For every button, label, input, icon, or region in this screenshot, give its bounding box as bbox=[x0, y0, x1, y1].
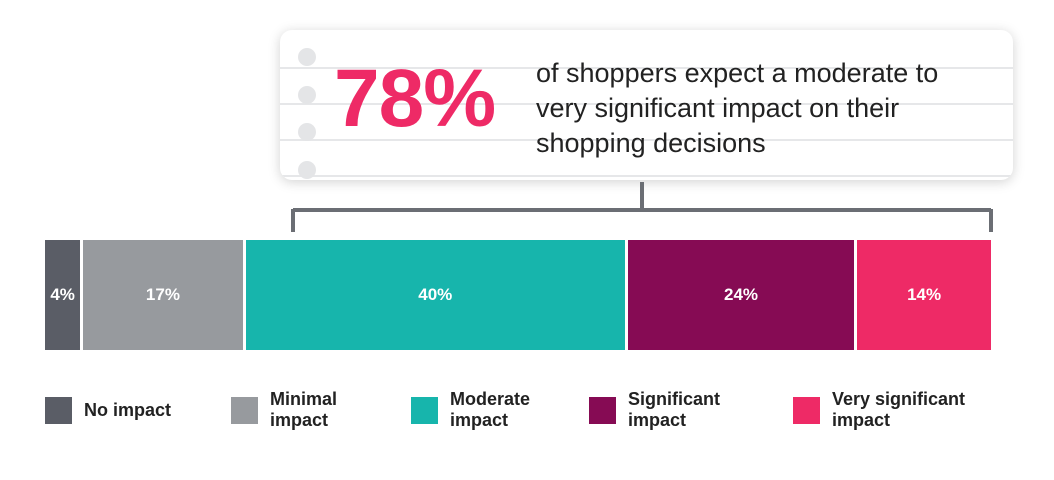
legend-swatch bbox=[589, 397, 616, 424]
legend-label: No impact bbox=[84, 400, 171, 421]
legend-swatch bbox=[45, 397, 72, 424]
legend-swatch bbox=[231, 397, 258, 424]
legend-label-line: Moderate bbox=[450, 389, 531, 409]
legend-label-line: impact bbox=[270, 410, 329, 430]
legend-label-line: No impact bbox=[84, 400, 172, 420]
legend-label-line: Minimal bbox=[270, 389, 338, 409]
bar-segment-moderate-impact: 40% bbox=[245, 240, 625, 350]
notebook-rule bbox=[280, 139, 1013, 141]
bar-segment-minimal-impact: 17% bbox=[83, 240, 243, 350]
headline-text: of shoppers expect a moderate to very si… bbox=[536, 58, 939, 158]
legend-item: Moderate impact bbox=[411, 389, 530, 431]
headline-percentage: 78% bbox=[334, 53, 496, 144]
bar-value-label: 24% bbox=[724, 285, 759, 304]
legend-swatch bbox=[411, 397, 438, 424]
notebook-rule bbox=[280, 103, 1013, 105]
legend-swatch bbox=[793, 397, 820, 424]
bar-value-label: 4% bbox=[50, 285, 75, 304]
legend-label-line: Significant bbox=[628, 389, 721, 409]
bar-segment-very-significant-impact: 14% bbox=[857, 240, 991, 350]
legend-label-line: impact bbox=[628, 410, 687, 430]
notebook-rule bbox=[280, 175, 1013, 177]
bracket-line bbox=[291, 182, 993, 232]
binder-hole-icon bbox=[298, 161, 316, 179]
bar-value-label: 14% bbox=[907, 285, 942, 304]
legend-label-line: impact bbox=[832, 410, 891, 430]
bar-value-label: 40% bbox=[418, 285, 453, 304]
legend-item: Significant impact bbox=[589, 389, 720, 431]
binder-hole-icon bbox=[298, 123, 316, 141]
notebook-rule bbox=[280, 67, 1013, 69]
legend-label: Significant impact bbox=[628, 389, 720, 431]
legend-item: Very significant impact bbox=[793, 389, 965, 431]
legend-label-line: impact bbox=[450, 410, 509, 430]
bar-segment-significant-impact: 24% bbox=[627, 240, 855, 350]
legend-item: Minimal impact bbox=[231, 389, 337, 431]
binder-hole-icon bbox=[298, 86, 316, 104]
legend-label-line: Very significant bbox=[832, 389, 966, 409]
legend-label: Very significant impact bbox=[832, 389, 965, 431]
callout-card: 78% of shoppers expect a moderate to ver… bbox=[280, 30, 1013, 180]
binder-hole-icon bbox=[298, 48, 316, 66]
bar-segment-no-impact: 4% bbox=[45, 240, 81, 350]
legend-label: Moderate impact bbox=[450, 389, 530, 431]
legend-item: No impact bbox=[45, 397, 171, 424]
bar-value-label: 17% bbox=[145, 285, 180, 304]
legend-label: Minimal impact bbox=[270, 389, 337, 431]
